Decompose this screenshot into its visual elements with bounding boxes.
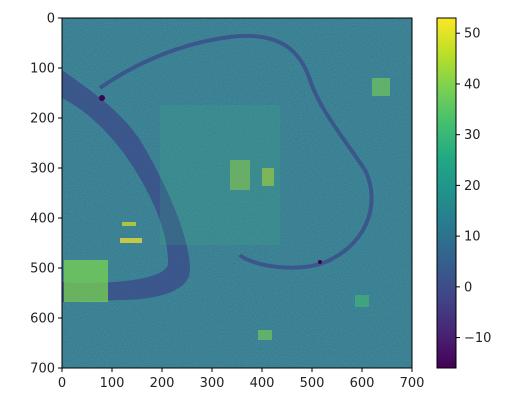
colorbar-frame (436, 17, 457, 369)
y-tick-label: 100 (30, 62, 55, 77)
x-tick-label: 500 (300, 376, 325, 391)
y-tick-label: 500 (30, 262, 55, 277)
x-tick-label: 400 (250, 376, 275, 391)
colorbar: −10 0 10 20 30 40 50 (436, 17, 491, 369)
colorbar-tick-label: 40 (464, 77, 481, 92)
y-tick-label: 400 (30, 212, 55, 227)
colorbar-tick-label: 0 (464, 280, 472, 295)
colorbar-gradient (437, 18, 456, 368)
y-tick-label: 300 (30, 162, 55, 177)
y-tick-label: 700 (30, 362, 55, 377)
plot-frame (61, 17, 413, 369)
y-tick-label: 600 (30, 312, 55, 327)
y-tick-label: 0 (47, 12, 55, 27)
colorbar-tick-label: 30 (464, 128, 481, 143)
x-axis: 0 100 200 300 400 500 600 700 (58, 368, 425, 391)
x-tick-label: 700 (400, 376, 425, 391)
y-tick-label: 200 (30, 112, 55, 127)
x-tick-label: 600 (350, 376, 375, 391)
colorbar-tick-label: 10 (464, 230, 481, 245)
colorbar-tick-label: 50 (464, 27, 481, 42)
y-axis: 0 100 200 300 400 500 600 700 (30, 12, 62, 377)
heatmap-image (62, 18, 412, 368)
x-tick-label: 200 (150, 376, 175, 391)
colorbar-tick-label: 20 (464, 179, 481, 194)
x-tick-label: 100 (100, 376, 125, 391)
colorbar-ticks: −10 0 10 20 30 40 50 (456, 27, 491, 346)
colorbar-tick-label: −10 (464, 331, 491, 346)
x-tick-label: 0 (58, 376, 66, 391)
x-tick-label: 300 (200, 376, 225, 391)
